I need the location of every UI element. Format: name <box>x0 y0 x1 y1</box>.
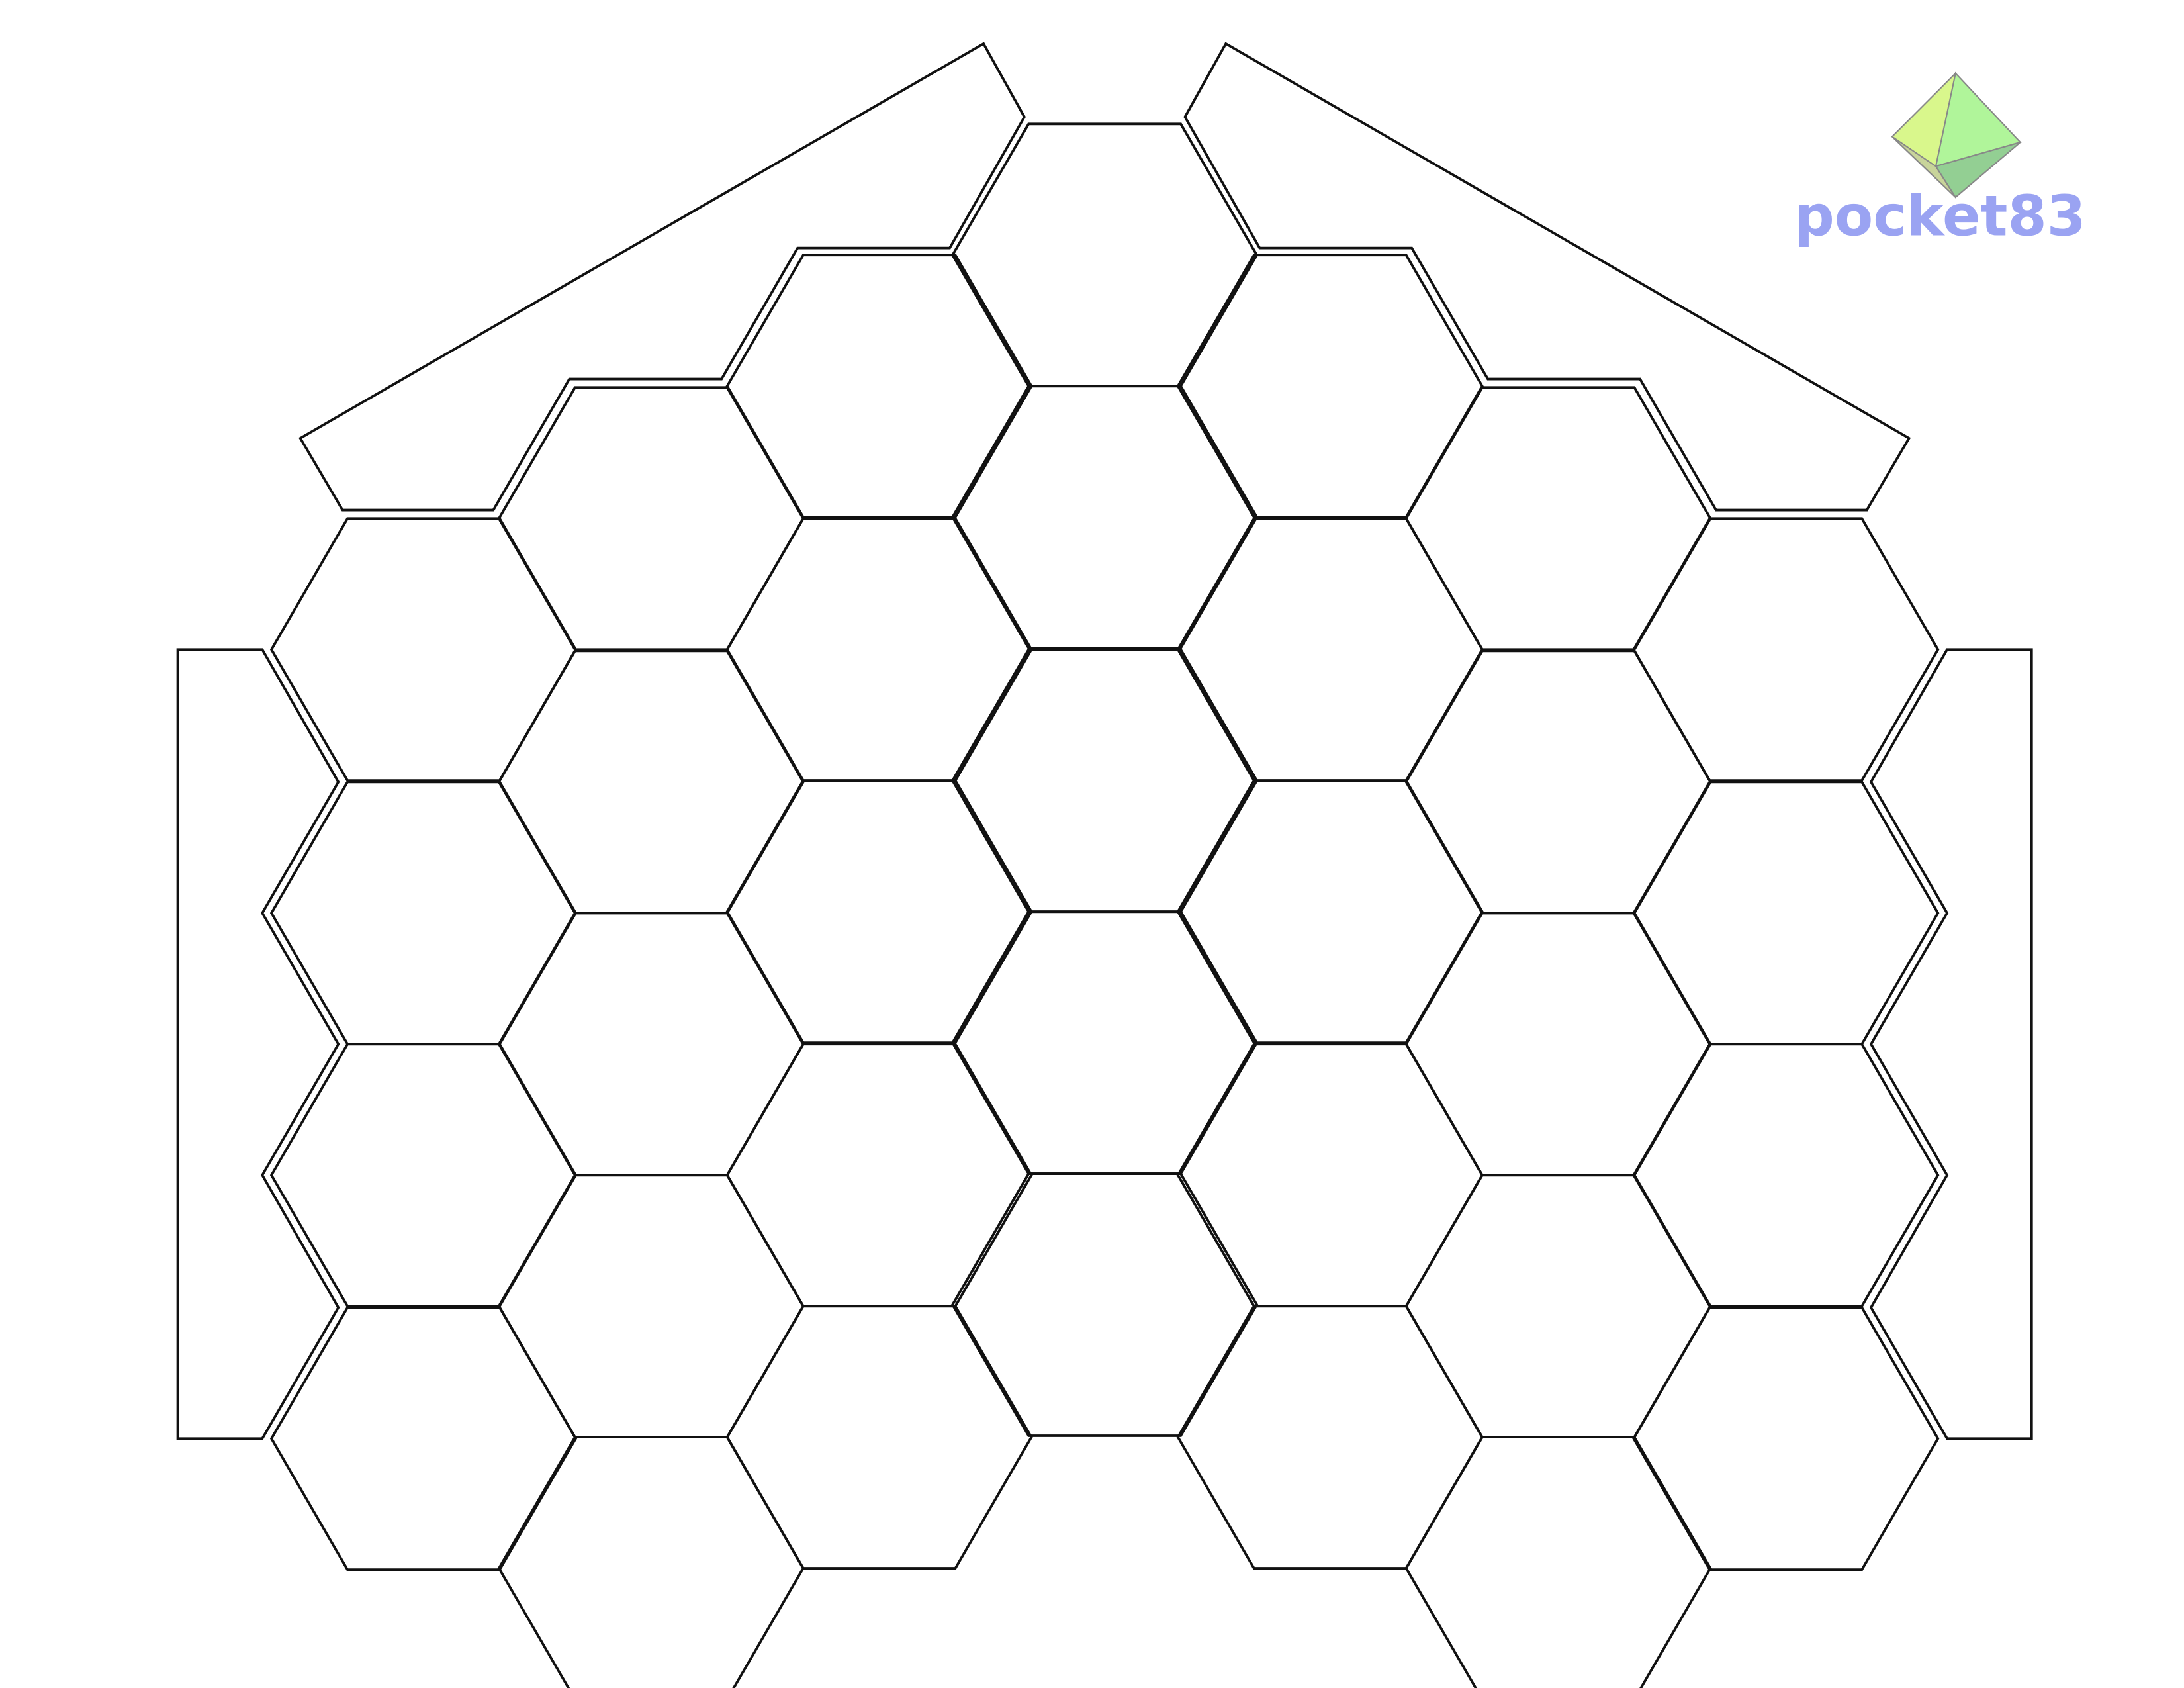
hex <box>1176 1305 1484 1570</box>
hex <box>497 912 805 1177</box>
logo-face <box>1934 141 2021 199</box>
hex <box>497 1436 805 1688</box>
hex <box>269 1043 578 1308</box>
hex <box>725 1305 1033 1570</box>
hex <box>1404 649 1712 915</box>
logo-text: pocket83 <box>1794 183 2086 249</box>
hex <box>1404 912 1712 1177</box>
hex-grid <box>269 122 1940 1688</box>
hex <box>269 780 578 1046</box>
hex <box>1404 1436 1712 1688</box>
hex <box>497 1174 805 1439</box>
hex <box>1632 780 1940 1046</box>
hex <box>725 254 1033 519</box>
hex <box>1632 517 1940 782</box>
hex <box>1176 1043 1484 1308</box>
right-piece <box>1869 648 2033 1440</box>
hex <box>497 386 805 651</box>
hex <box>497 649 805 915</box>
hex <box>1176 779 1484 1045</box>
logo: pocket83 <box>1794 71 2086 249</box>
hex <box>1176 517 1484 782</box>
hex <box>1404 1174 1712 1439</box>
border-pieces <box>176 42 2033 1440</box>
hex <box>951 648 1259 914</box>
left-piece <box>176 648 340 1440</box>
hex <box>951 385 1259 650</box>
hex <box>1404 386 1712 651</box>
top-right-piece <box>1183 42 1911 512</box>
hex <box>725 1043 1033 1308</box>
hex <box>269 1306 578 1571</box>
hex <box>951 1172 1259 1437</box>
hex <box>1632 1306 1940 1571</box>
hex <box>269 517 578 782</box>
hex <box>725 517 1033 782</box>
hex <box>1176 254 1484 519</box>
hex <box>951 910 1259 1175</box>
hex <box>1632 1043 1940 1308</box>
hex <box>725 779 1033 1045</box>
top-left-piece <box>298 42 1026 512</box>
